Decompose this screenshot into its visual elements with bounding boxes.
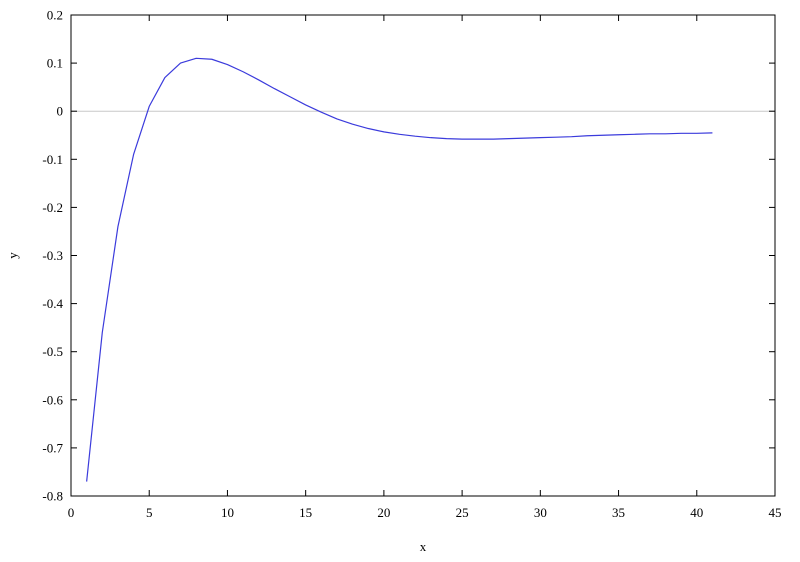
x-axis-label: x xyxy=(420,539,427,554)
x-tick-label: 0 xyxy=(68,505,75,520)
series-line xyxy=(86,57,713,482)
y-tick-label: -0.7 xyxy=(42,440,63,455)
y-tick-label: 0.1 xyxy=(47,56,63,71)
y-tick-label: -0.2 xyxy=(42,200,63,215)
y-tick-label: -0.3 xyxy=(42,248,63,263)
y-tick-label: 0.2 xyxy=(47,8,63,23)
plot-frame xyxy=(70,14,776,497)
ticks-layer: 0 5 10 15 20 25 30 35 40 45 -0.8 -0.7 -0.6 -0.5 -0.4 -0… xyxy=(42,8,781,521)
x-tick-label: 40 xyxy=(690,505,703,520)
y-tick-label: 0 xyxy=(57,104,64,119)
y-tick-label: -0.6 xyxy=(42,392,63,407)
x-tick-label: 45 xyxy=(769,505,782,520)
series-layer xyxy=(86,57,713,482)
y-tick-label: -0.1 xyxy=(42,152,63,167)
x-tick-label: 25 xyxy=(456,505,469,520)
y-tick-label: -0.8 xyxy=(42,489,63,504)
x-tick-label: 30 xyxy=(534,505,547,520)
x-tick-label: 15 xyxy=(299,505,312,520)
y-tick-label: -0.4 xyxy=(42,296,63,311)
y-axis-label: y xyxy=(5,252,20,259)
x-tick-label: 5 xyxy=(146,505,153,520)
y-tick-label: -0.5 xyxy=(42,344,63,359)
x-tick-label: 35 xyxy=(612,505,625,520)
x-tick-label: 20 xyxy=(377,505,390,520)
x-tick-label: 10 xyxy=(221,505,234,520)
